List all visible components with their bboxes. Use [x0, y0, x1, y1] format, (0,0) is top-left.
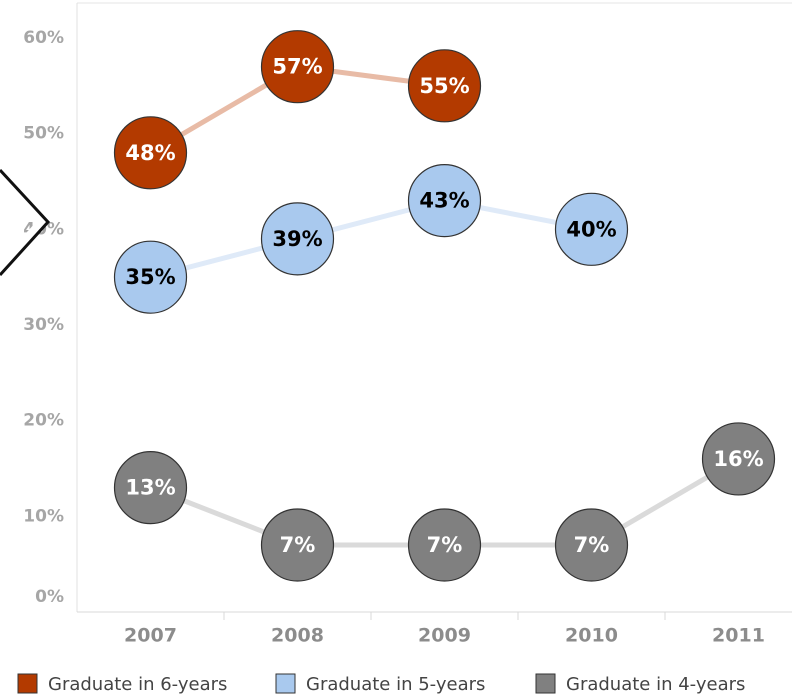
data-point	[554, 192, 629, 266]
legend: Graduate in 6-years Graduate in 5-years Gr…	[17, 673, 745, 695]
legend-swatch	[535, 673, 556, 694]
x-tick-label: 2011	[712, 625, 765, 647]
data-label: 40%	[566, 217, 616, 241]
x-tick-label: 2007	[124, 625, 177, 647]
legend-swatch	[275, 673, 296, 694]
plot: 0% 10% 20% 30% 40% 50% 60% 2007 2008 2009 2010 2011…	[23, 28, 776, 647]
data-point	[554, 508, 629, 582]
data-label: 7%	[574, 533, 610, 557]
y-tick-label: 20%	[23, 411, 64, 431]
y-tick-label: 60%	[23, 28, 64, 48]
legend-label: Graduate in 6-years	[48, 674, 227, 695]
y-tick-label: 0%	[35, 587, 64, 607]
data-point	[260, 508, 335, 582]
data-label: 48%	[125, 141, 175, 165]
y-tick-label: 50%	[23, 124, 64, 144]
legend-label: Graduate in 4-years	[566, 674, 745, 695]
data-point	[407, 508, 482, 582]
data-label: 7%	[427, 533, 463, 557]
legend-swatch	[17, 673, 38, 694]
x-tick-label: 2009	[418, 625, 471, 647]
data-point	[113, 240, 188, 314]
data-point	[407, 49, 482, 123]
data-label: 7%	[280, 533, 316, 557]
data-point	[260, 30, 335, 104]
data-label: 13%	[125, 476, 175, 500]
nav-chevron-bg	[0, 170, 48, 275]
legend-label: Graduate in 5-years	[306, 674, 485, 695]
data-point	[701, 422, 776, 496]
data-point	[113, 116, 188, 190]
data-label: 16%	[713, 447, 763, 471]
x-tick-label: 2010	[565, 625, 618, 647]
series-line	[149, 198, 592, 280]
y-tick-label: 30%	[23, 315, 64, 335]
data-point	[407, 164, 482, 238]
data-point	[113, 451, 188, 525]
y-tick-label: 10%	[23, 506, 64, 526]
data-label: 43%	[419, 189, 469, 213]
data-label: 57%	[272, 55, 322, 79]
data-label: 35%	[125, 265, 175, 289]
nav-chevron[interactable]	[0, 168, 51, 277]
data-label: 55%	[419, 74, 469, 98]
data-label: 39%	[272, 227, 322, 251]
data-point	[260, 202, 335, 276]
x-tick-label: 2008	[271, 625, 324, 647]
